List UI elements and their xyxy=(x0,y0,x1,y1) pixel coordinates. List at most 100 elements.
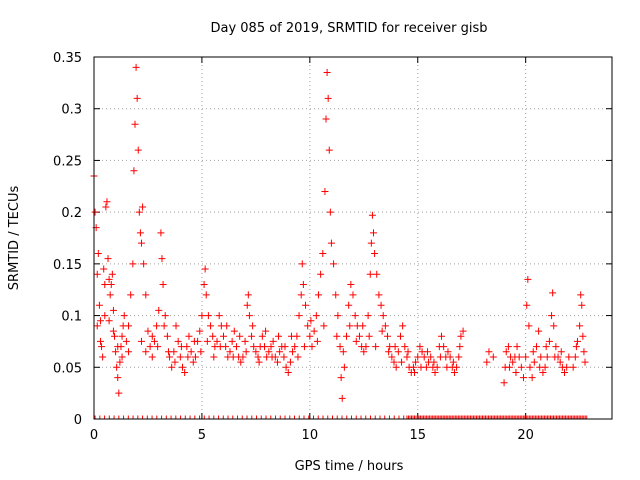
data-point xyxy=(112,348,120,356)
data-point xyxy=(529,348,537,356)
data-point xyxy=(351,312,359,320)
data-point xyxy=(525,322,533,330)
data-point xyxy=(200,281,208,289)
data-point xyxy=(537,353,545,361)
data-point xyxy=(159,281,167,289)
data-point xyxy=(551,353,559,361)
data-point xyxy=(198,312,206,320)
data-point xyxy=(416,343,424,351)
data-point xyxy=(523,301,531,309)
data-point xyxy=(539,368,547,376)
data-point xyxy=(226,348,234,356)
data-point xyxy=(269,337,277,345)
x-axis-label: GPS time / hours xyxy=(295,459,404,474)
data-point xyxy=(545,337,553,345)
data-point xyxy=(190,337,198,345)
x-tick-label: 0 xyxy=(90,428,98,443)
data-point xyxy=(201,265,209,273)
data-point xyxy=(367,239,375,247)
data-point xyxy=(365,332,373,340)
data-point xyxy=(320,322,328,330)
data-point xyxy=(298,260,306,268)
data-point xyxy=(359,322,367,330)
data-point xyxy=(236,332,244,340)
data-point xyxy=(101,312,109,320)
data-point xyxy=(108,270,116,278)
data-point xyxy=(550,322,558,330)
data-point xyxy=(420,353,428,361)
data-point xyxy=(109,306,117,314)
data-point xyxy=(337,374,345,382)
data-point xyxy=(390,358,398,366)
data-point xyxy=(312,312,320,320)
data-point xyxy=(563,363,571,371)
x-tick-label: 20 xyxy=(517,428,534,443)
data-point xyxy=(565,353,573,361)
data-point xyxy=(338,394,346,402)
data-point xyxy=(111,332,119,340)
data-point xyxy=(409,363,417,371)
x-tick-label: 15 xyxy=(409,428,426,443)
data-point xyxy=(106,291,114,299)
data-point xyxy=(325,146,333,154)
data-point xyxy=(399,322,407,330)
data-point xyxy=(457,332,465,340)
data-point xyxy=(379,312,387,320)
data-point xyxy=(459,327,467,335)
data-point xyxy=(530,358,538,366)
data-point xyxy=(578,301,586,309)
data-point xyxy=(232,343,240,351)
data-point xyxy=(449,358,457,366)
data-point xyxy=(114,343,122,351)
data-point xyxy=(573,337,581,345)
data-point xyxy=(332,291,340,299)
data-point xyxy=(580,348,588,356)
data-point xyxy=(321,187,329,195)
data-point xyxy=(322,115,330,123)
data-point xyxy=(373,270,381,278)
data-point xyxy=(114,374,122,382)
data-point xyxy=(417,363,425,371)
data-point xyxy=(535,327,543,335)
data-point xyxy=(228,337,236,345)
data-point xyxy=(543,353,551,361)
data-point xyxy=(289,348,297,356)
data-point xyxy=(489,353,497,361)
data-point xyxy=(313,337,321,345)
data-point xyxy=(349,291,357,299)
axis-ticks: 0 5 10 15 20 0 0.05 0.1 0.15 0.2 0.25 0.3 0.35 xyxy=(53,51,612,443)
data-point xyxy=(150,337,158,345)
data-point xyxy=(268,353,276,361)
data-point xyxy=(528,374,536,382)
data-point xyxy=(569,363,577,371)
data-point xyxy=(453,363,461,371)
data-point xyxy=(561,368,569,376)
data-point xyxy=(295,312,303,320)
data-point xyxy=(291,343,299,351)
data-point xyxy=(96,317,104,325)
data-point xyxy=(505,363,513,371)
data-point xyxy=(577,291,585,299)
data-point xyxy=(96,337,104,345)
data-point xyxy=(174,337,182,345)
data-point xyxy=(207,322,215,330)
data-point xyxy=(245,312,253,320)
data-point xyxy=(326,208,334,216)
data-point xyxy=(109,327,117,335)
data-points xyxy=(90,63,589,419)
data-point xyxy=(127,291,135,299)
data-point xyxy=(375,291,383,299)
data-point xyxy=(155,306,163,314)
data-point xyxy=(307,317,315,325)
data-point xyxy=(336,343,344,351)
data-point xyxy=(113,363,121,371)
data-point xyxy=(132,63,140,71)
data-point xyxy=(153,322,161,330)
data-point xyxy=(404,348,412,356)
data-point xyxy=(129,260,137,268)
data-point xyxy=(427,353,435,361)
data-point xyxy=(381,322,389,330)
data-point xyxy=(148,332,156,340)
y-tick-label: 0.1 xyxy=(61,310,82,325)
data-point xyxy=(130,167,138,175)
